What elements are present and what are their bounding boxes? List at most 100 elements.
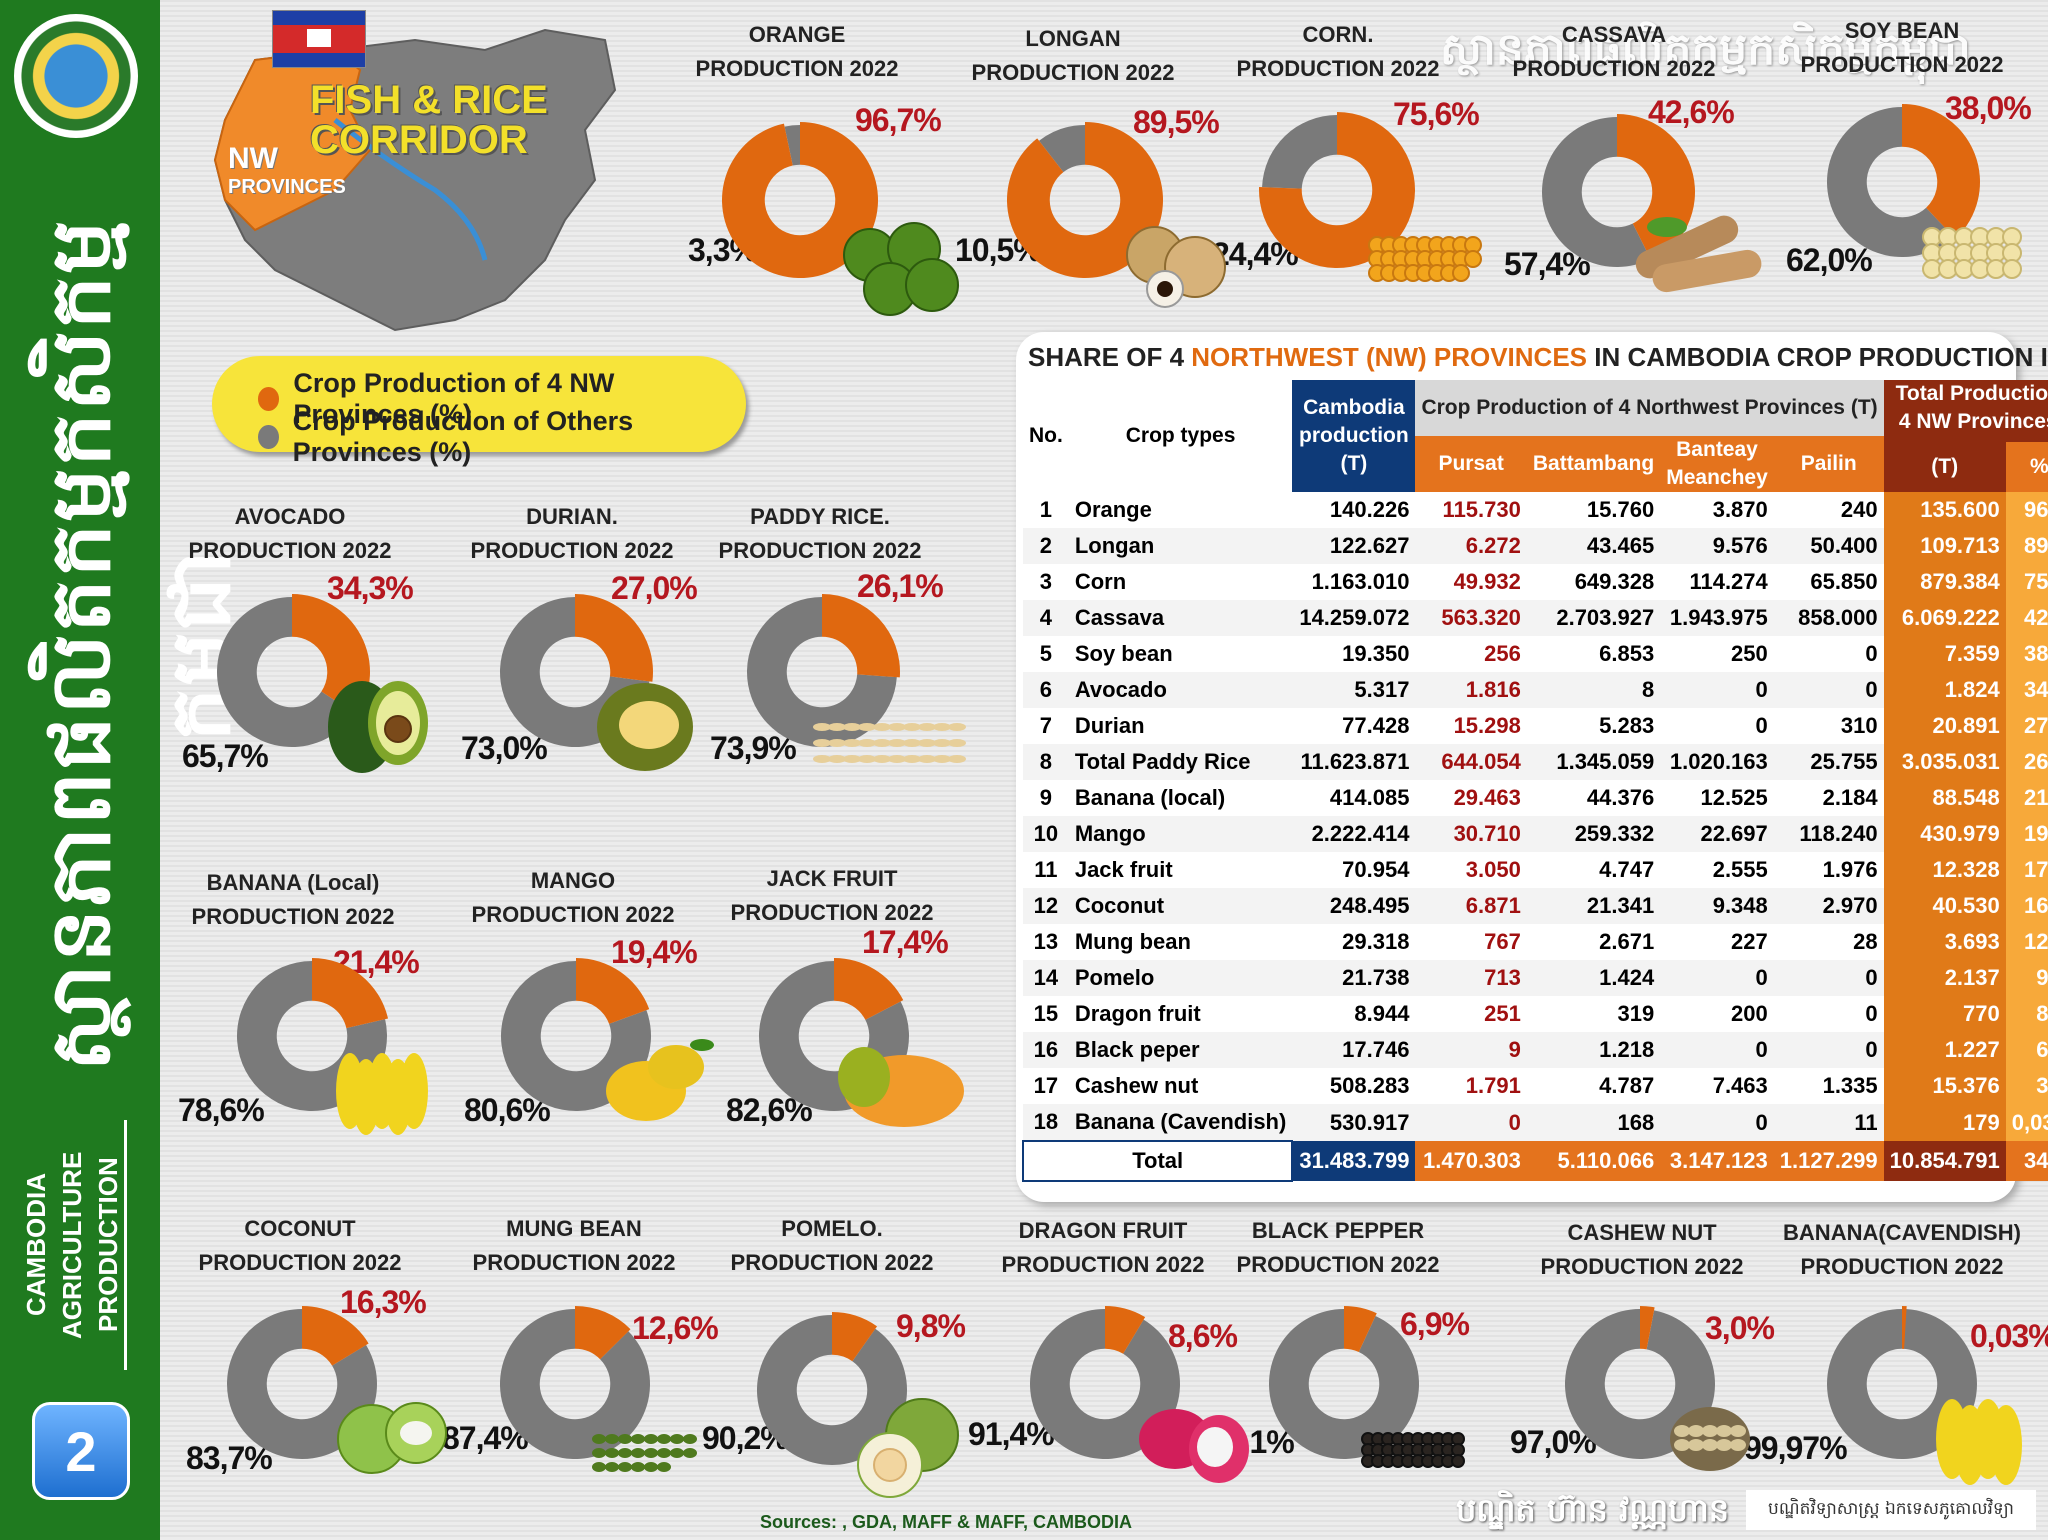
sidebar-title-line: PRODUCTION (93, 1157, 123, 1333)
cell-cam: 8.944 (1292, 996, 1416, 1032)
donut-label-others: 73,9% (710, 730, 797, 766)
donut-label-nw: 96,7% (855, 102, 942, 138)
cell-cam: 530.917 (1292, 1104, 1416, 1141)
total-cambodia: 31.483.799 (1292, 1141, 1416, 1181)
cell-total: 7.359 (1883, 636, 2006, 672)
sidebar-title-line: AGRICULTURE (57, 1151, 87, 1339)
donut-title-line1: AVOCADO (234, 504, 346, 529)
cell-pct: 38,0 (2005, 636, 2048, 672)
donut-label-others: 93,1% (1208, 1424, 1295, 1460)
cell-pursat: 1.791 (1465, 1073, 1521, 1098)
cell-pursat: 1.816 (1415, 672, 1527, 708)
map-title: FISH & RICE CORRIDOR (310, 80, 548, 160)
cell-bat: 44.376 (1586, 785, 1655, 810)
donut-title-line2: PRODUCTION 2022 (472, 1250, 676, 1275)
cell-bat: 4.787 (1599, 1073, 1655, 1098)
cell-pct: 6,9 (2005, 1032, 2048, 1068)
donut-label-nw: 89,5% (1133, 104, 1220, 140)
cell-crop: Banana (Cavendish) (1068, 1104, 1293, 1141)
donut-title-line2: PRODUCTION 2022 (188, 538, 392, 563)
table-row: 12 Coconut 248.495 6.871 21.341 9.348 2.970 40.… (1023, 888, 2048, 924)
map-title-line2: CORRIDOR (310, 118, 528, 162)
cell-pailin: 858.000 (1773, 600, 1884, 636)
table-body: 1 Orange 140.226 115.730 15.760 3.870 240 135.6… (1021, 492, 2048, 1182)
cell-no: 17 (1033, 1073, 1059, 1098)
donut-label-nw: 26,1% (857, 568, 944, 604)
cell-total: 179 (1883, 1104, 2006, 1141)
author-name: បណ្ឌិត ហ៊ាន វណ្ណហាន (1456, 1491, 1730, 1529)
cell-bat: 15.760 (1586, 497, 1655, 522)
cell-pursat: 256 (1484, 641, 1521, 666)
cell-pct: 0,034 (2005, 1104, 2048, 1141)
donut-label-nw: 19,4% (611, 934, 698, 970)
cell-no: 2 (1023, 528, 1069, 564)
ministry-emblem-icon (14, 14, 138, 138)
sidebar: ស្ថានភាពផលិតកម្មកសិកម្មកម្ពុជា CAMBODIA … (0, 0, 249, 1540)
cell-bm: 200 (1731, 1001, 1768, 1026)
sidebar-divider (124, 1120, 127, 1370)
cell-crop: Dragon fruit (1074, 1001, 1201, 1026)
cell-pct: 12,6 (2005, 924, 2048, 960)
cell-bm: 0 (1660, 1104, 1774, 1141)
table-title-pre: SHARE OF 4 (1028, 342, 1192, 372)
cell-bat: 319 (1617, 1001, 1655, 1026)
donut-label-others: 3,3% (688, 232, 758, 268)
donut-title-line2: PRODUCTION 2022 (1800, 1254, 2004, 1279)
cell-bat: 2.703.927 (1526, 600, 1661, 636)
donut-title: SOY BEAN PRODUCTION 2022 (1782, 14, 2022, 82)
sidebar-english-title: CAMBODIA AGRICULTURE PRODUCTION (18, 1120, 138, 1370)
cell-pailin: 0 (1773, 1032, 1884, 1068)
donut-label-nw: 16,3% (340, 1284, 427, 1320)
donut-label-nw: 21,4% (333, 944, 420, 980)
donut-title-line2: PRODUCTION 2022 (1236, 1252, 1440, 1277)
table-row: 4 Cassava 14.259.072 563.320 2.703.927 1.943.… (1023, 600, 2048, 636)
donut-title: COCONUT PRODUCTION 2022 (180, 1212, 420, 1280)
total-label: Total (1021, 1140, 1294, 1182)
cell-pailin: 310 (1840, 713, 1878, 738)
donut-title: DURIAN. PRODUCTION 2022 (452, 500, 692, 568)
cell-total: 20.891 (1883, 708, 2006, 744)
donut-label-nw: 12,6% (632, 1310, 719, 1346)
cell-pursat: 644.054 (1415, 744, 1527, 780)
cell-pailin: 50.400 (1773, 528, 1884, 564)
table-title-post: IN CAMBODIA CROP PRODUCTION IN 2022 (1594, 342, 2048, 372)
author-signature: បណ្ឌិតវិទ្យាសាស្ត្រ ឯកទេសភូគោលវិទ្យា (1746, 1490, 2036, 1530)
cell-bm: 0 (1660, 960, 1774, 996)
cell-pct: 16,3 (2005, 888, 2048, 924)
donut-label-others: 62,0% (1786, 242, 1873, 278)
donut-label-nw: 34,3% (327, 570, 414, 606)
donut-title-line1: LONGAN (1025, 26, 1121, 51)
cell-bm: 1.020.163 (1660, 744, 1774, 780)
donut-title-line1: MUNG BEAN (506, 1216, 642, 1241)
cell-total: 3.693 (1883, 924, 2006, 960)
col-header-cambodia: Cambodia production (T) (1292, 380, 1416, 492)
map-sub-line1: NW (228, 142, 278, 175)
donut-title: JACK FRUIT PRODUCTION 2022 (712, 862, 952, 930)
cell-pursat: 6.871 (1415, 888, 1527, 924)
donut-title: BLACK PEPPER PRODUCTION 2022 (1218, 1214, 1458, 1282)
cell-pursat: 3.050 (1465, 857, 1521, 882)
cell-bm: 1.943.975 (1660, 600, 1774, 636)
cell-no: 9 (1039, 785, 1053, 810)
cell-no: 12 (1023, 888, 1069, 924)
donut-title: CORN. PRODUCTION 2022 (1218, 18, 1458, 86)
cell-pursat: 563.320 (1415, 600, 1527, 636)
cell-no: 3 (1039, 569, 1053, 594)
donut-label-others: 73,0% (461, 730, 548, 766)
cell-bat: 4.747 (1599, 857, 1655, 882)
cambodia-map (213, 28, 617, 332)
cell-total: 1.824 (1883, 672, 2006, 708)
donut-title: MUNG BEAN PRODUCTION 2022 (454, 1212, 694, 1280)
donut-title-line1: DRAGON FRUIT (1018, 1218, 1188, 1243)
cell-crop: Black peper (1068, 1032, 1293, 1068)
cell-pailin: 0 (1773, 960, 1884, 996)
cell-bm: 227 (1731, 929, 1768, 954)
donut-label-nw: 8,6% (1168, 1318, 1238, 1354)
cell-cam: 21.738 (1292, 960, 1416, 996)
cell-crop: Durian (1074, 713, 1145, 738)
cell-crop: Total Paddy Rice (1068, 744, 1293, 780)
donut-label-nw: 38,0% (1945, 90, 2032, 126)
cell-total: 40.530 (1883, 888, 2006, 924)
